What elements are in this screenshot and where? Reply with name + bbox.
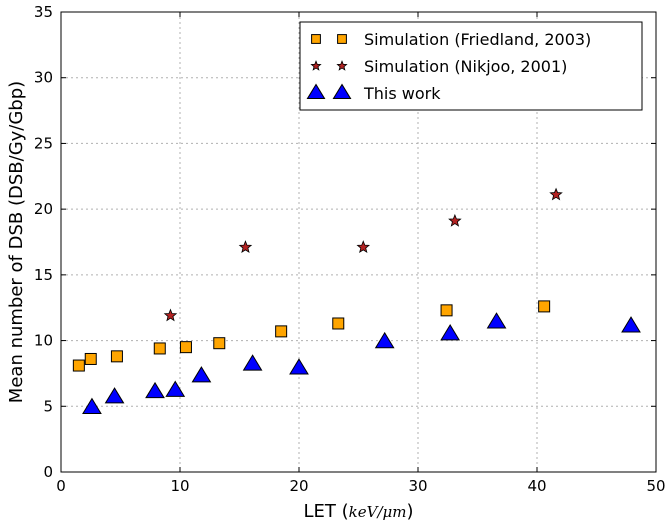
series-3-point (621, 316, 641, 333)
series-3-point (145, 381, 165, 399)
x-tick-label: 50 (646, 477, 665, 495)
legend-label: This work (363, 84, 441, 103)
series-2-point (163, 308, 178, 322)
series-2-point (448, 213, 462, 227)
y-axis-label: Mean number of DSB (DSB/Gy/Gbp) (6, 81, 27, 403)
y-tick-label: 0 (43, 463, 53, 481)
series-1-point (179, 341, 192, 354)
legend: Simulation (Friedland, 2003) Simulation (… (299, 21, 643, 111)
series-3-point (104, 387, 125, 404)
series-3-point (289, 358, 309, 375)
y-tick-label: 35 (34, 3, 53, 21)
series-1-point (275, 325, 288, 338)
x-axis-label-unit: keV/μm (349, 503, 407, 521)
legend-marker (306, 83, 326, 100)
y-tick-label: 10 (34, 332, 53, 350)
series-3-point (440, 324, 461, 341)
series-2-point (238, 240, 253, 253)
series-1-point (72, 359, 85, 372)
x-axis-label: LET (keV/μm) (304, 501, 414, 522)
y-tick-label: 25 (34, 134, 53, 152)
x-tick-label: 10 (170, 477, 189, 495)
y-tick-label: 20 (34, 200, 53, 218)
legend-label: Simulation (Friedland, 2003) (364, 30, 591, 49)
axis-ticks: 0 10 20 30 40 50 0 5 10 15 20 25 30 35 (34, 3, 666, 495)
legend-marker (310, 60, 322, 71)
x-axis-label-prefix: LET ( (304, 501, 349, 522)
legend-marker (332, 83, 352, 100)
series-3-point (191, 366, 212, 383)
data-marks (72, 187, 641, 414)
series-3-point (165, 380, 186, 397)
series-1-point (153, 342, 166, 355)
series-1-point (110, 350, 123, 363)
legend-marker (336, 60, 348, 71)
series-1-point (538, 300, 551, 313)
plot-frame (60, 11, 657, 473)
x-axis-label-suffix: ) (406, 501, 413, 522)
legend-marker (311, 34, 321, 44)
series-3-point (374, 331, 395, 349)
series-2-point (549, 187, 563, 201)
series-3-point (82, 397, 102, 414)
series-1-point (440, 304, 453, 317)
x-tick-label: 20 (289, 477, 308, 495)
x-tick-label: 30 (408, 477, 427, 495)
series-1-point (84, 352, 97, 365)
x-tick-label: 0 (56, 477, 66, 495)
series-3-point (486, 312, 507, 329)
series-3-point (242, 354, 263, 371)
y-tick-label: 15 (34, 266, 53, 284)
legend-box (299, 21, 643, 111)
y-tick-label: 5 (43, 397, 53, 415)
x-tick-label: 40 (527, 477, 546, 495)
series-1-point (213, 337, 226, 350)
y-tick-label: 30 (34, 69, 53, 87)
series-1-point (332, 317, 345, 330)
series-2-point (356, 240, 371, 253)
legend-label: Simulation (Nikjoo, 2001) (364, 57, 567, 76)
legend-marker (337, 34, 347, 44)
